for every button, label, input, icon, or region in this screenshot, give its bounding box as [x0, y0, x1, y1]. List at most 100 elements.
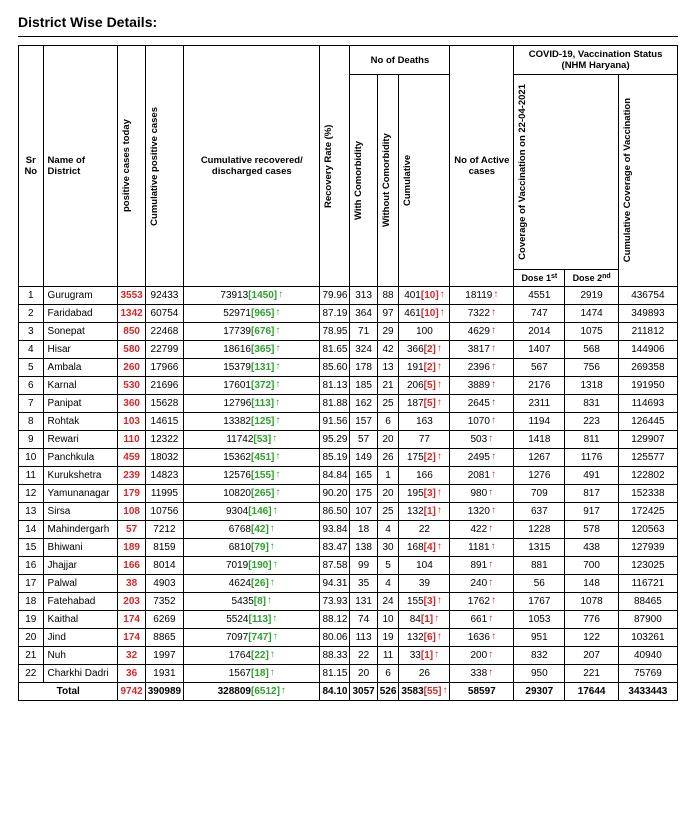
cell-sr: 1 [19, 286, 44, 304]
recovered-inc: [113] [249, 614, 272, 625]
up-arrow-icon: ↑ [491, 380, 496, 390]
recovered-base: 4624 [229, 578, 251, 589]
cell-dose2: 917 [565, 502, 618, 520]
cell-district: Palwal [43, 574, 118, 592]
col-district: Name of District [43, 46, 118, 287]
cell-cum-pos: 17966 [145, 358, 183, 376]
cell-cum-vacc: 88465 [618, 592, 677, 610]
cell-without-comorb: 6 [377, 412, 399, 430]
cell-pos-today: 108 [118, 502, 145, 520]
cell-active: 338↑ [450, 664, 514, 682]
cell-district: Charkhi Dadri [43, 664, 118, 682]
cell-cum-pos: 14615 [145, 412, 183, 430]
cell-cum-deaths: 187[5]↑ [399, 394, 450, 412]
cell-without-comorb: 11 [377, 646, 399, 664]
recovered-inc: [451] [251, 452, 274, 463]
cell-dose1: 950 [514, 664, 565, 682]
cell-dose2: 438 [565, 538, 618, 556]
recovered-inc: [113] [251, 398, 274, 409]
cell-cum-pos: 8014 [145, 556, 183, 574]
table-row: 2Faridabad13426075452971[965]↑87.1936497… [19, 304, 678, 322]
cell-pos-today: 36 [118, 664, 145, 682]
recovered-base: 52971 [223, 308, 251, 319]
cum-death-base: 132 [407, 632, 424, 643]
cell-with-comorb: 185 [350, 376, 377, 394]
cum-death-base: 3583 [401, 686, 423, 697]
cell-cum-vacc: 87900 [618, 610, 677, 628]
cell-recovery-rate: 95.29 [320, 430, 350, 448]
cell-with-comorb: 107 [350, 502, 377, 520]
up-arrow-icon: ↑ [270, 668, 275, 678]
cell-cum-vacc: 349893 [618, 304, 677, 322]
cell-active: 200↑ [450, 646, 514, 664]
cell-cum-pos: 4903 [145, 574, 183, 592]
cell-recovery-rate: 83.47 [320, 538, 350, 556]
table-row: 15Bhiwani18981596810[79]↑83.4713830168[4… [19, 538, 678, 556]
up-arrow-icon: ↑ [281, 686, 286, 696]
cell-dose1: 56 [514, 574, 565, 592]
table-row: 9Rewari1101232211742[53]↑95.29572077503↑… [19, 430, 678, 448]
cell-active: 891↑ [450, 556, 514, 574]
cell-pos-today: 459 [118, 448, 145, 466]
cell-active: 2396↑ [450, 358, 514, 376]
col-active: No of Active cases [450, 46, 514, 287]
cell-district: Panchkula [43, 448, 118, 466]
cell-recovery-rate: 88.33 [320, 646, 350, 664]
cell-dose1: 1194 [514, 412, 565, 430]
cell-dose1: 2014 [514, 322, 565, 340]
cell-sr: 20 [19, 628, 44, 646]
cell-recovery-rate: 87.19 [320, 304, 350, 322]
up-arrow-icon: ↑ [493, 290, 498, 300]
cell-without-comorb: 42 [377, 340, 399, 358]
cell-without-comorb: 20 [377, 484, 399, 502]
cum-death-inc: [5] [424, 398, 436, 409]
recovered-base: 7019 [226, 560, 248, 571]
cell-active: 1320↑ [450, 502, 514, 520]
cell-sr: 6 [19, 376, 44, 394]
cell-active: 1070↑ [450, 412, 514, 430]
cum-death-base: 175 [407, 452, 424, 463]
cell-cum-vacc: 269358 [618, 358, 677, 376]
cell-cum-pos: 11995 [145, 484, 183, 502]
cell-cum-pos: 7212 [145, 520, 183, 538]
cell-cum-deaths: 366[2]↑ [399, 340, 450, 358]
recovered-base: 1764 [229, 650, 251, 661]
cell-sr: 15 [19, 538, 44, 556]
cell-with-comorb: 364 [350, 304, 377, 322]
cell-dose1: 567 [514, 358, 565, 376]
col-dose1: Dose 1st [514, 269, 565, 286]
up-arrow-icon: ↑ [437, 542, 442, 552]
cell-without-comorb: 4 [377, 574, 399, 592]
up-arrow-icon: ↑ [272, 434, 277, 444]
up-arrow-icon: ↑ [491, 344, 496, 354]
cell-cum-pos: 10756 [145, 502, 183, 520]
col-sr: Sr No [19, 46, 44, 287]
col-cum-pos: Cumulative positive cases [145, 46, 183, 287]
cell-dose1: 29307 [514, 682, 565, 700]
up-arrow-icon: ↑ [273, 632, 278, 642]
cell-cum-pos: 22468 [145, 322, 183, 340]
cum-death-base: 163 [416, 416, 433, 427]
cell-dose2: 17644 [565, 682, 618, 700]
cell-cum-pos: 6269 [145, 610, 183, 628]
cell-dose1: 951 [514, 628, 565, 646]
cell-cum-pos: 22799 [145, 340, 183, 358]
up-arrow-icon: ↑ [442, 686, 447, 696]
recovered-inc: [79] [251, 542, 269, 553]
recovered-inc: [42] [251, 524, 269, 535]
up-arrow-icon: ↑ [491, 506, 496, 516]
recovered-base: 5524 [226, 614, 248, 625]
recovered-base: 6768 [229, 524, 251, 535]
recovered-inc: [18] [251, 668, 269, 679]
cum-death-base: 84 [410, 614, 421, 625]
cum-death-base: 401 [404, 290, 421, 301]
total-row: Total9742390989328809[6512]↑84.103057526… [19, 682, 678, 700]
up-arrow-icon: ↑ [267, 596, 272, 606]
col-vacc-coverage: Coverage of Vaccination on 22-04-2021 [514, 75, 619, 270]
cell-dose2: 756 [565, 358, 618, 376]
cell-active: 1181↑ [450, 538, 514, 556]
cell-dose1: 1315 [514, 538, 565, 556]
cell-recovered: 7097[747]↑ [184, 628, 320, 646]
recovered-inc: [53] [253, 434, 271, 445]
cell-cum-vacc: 122802 [618, 466, 677, 484]
